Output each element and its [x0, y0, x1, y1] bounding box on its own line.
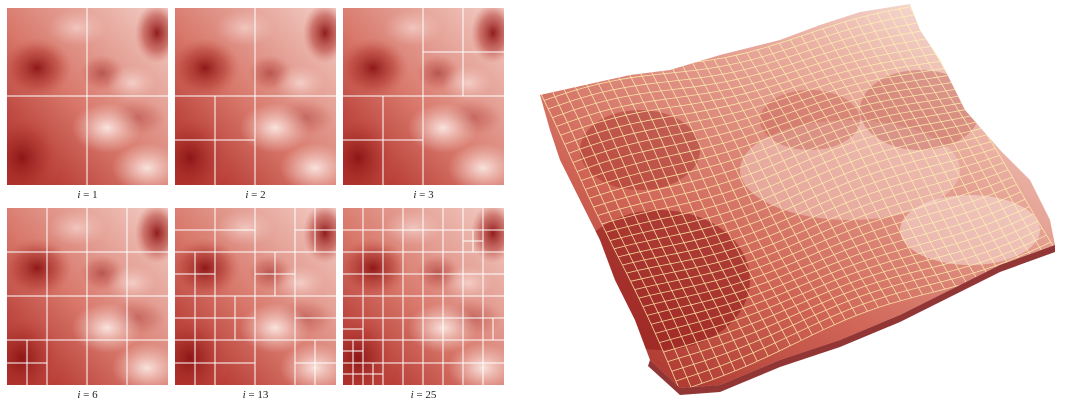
- mesh-line: [655, 206, 1030, 334]
- panel-caption-i25: i = 25: [410, 389, 437, 401]
- mesh-line: [757, 49, 901, 301]
- mesh-line: [844, 21, 990, 277]
- mesh-line: [887, 10, 1034, 260]
- mesh-line: [638, 176, 1013, 299]
- mesh-line: [746, 52, 890, 305]
- panel-caption-i13: i = 13: [242, 389, 269, 401]
- mesh-line: [622, 148, 996, 266]
- mesh-line: [855, 18, 1001, 273]
- mesh-line: [618, 141, 992, 258]
- panel-caption-i2: i = 2: [245, 189, 266, 201]
- quadtree-panel-i25: [343, 208, 504, 385]
- mesh-line: [626, 155, 1000, 274]
- mesh-line: [614, 134, 987, 250]
- terrain-3d-mesh: [540, 4, 1055, 395]
- mesh-line: [671, 234, 1047, 372]
- mesh-line: [667, 227, 1043, 362]
- mesh-line: [634, 169, 1009, 290]
- panel-caption-i1: i = 1: [77, 189, 98, 201]
- heightmap-image: [7, 8, 168, 185]
- mesh-line: [811, 32, 957, 287]
- mesh-line: [642, 184, 1017, 307]
- mesh-line: [659, 213, 1034, 343]
- mesh-line: [735, 55, 879, 308]
- quadtree-grid: [343, 208, 504, 385]
- mesh-line: [779, 42, 923, 296]
- quadtree-panel-i1: [7, 8, 168, 185]
- quadtree-grid: [175, 8, 336, 185]
- mesh-line: [651, 198, 1026, 325]
- panel-caption-i3: i = 3: [413, 189, 434, 201]
- mesh-line: [609, 127, 983, 241]
- quadtree-panel-i6: [7, 208, 168, 385]
- quadtree-grid: [7, 8, 168, 185]
- mesh-line: [675, 241, 1051, 382]
- mesh-line: [800, 35, 946, 290]
- quadtree-panel-i3: [343, 8, 504, 185]
- mesh-line: [789, 39, 935, 293]
- mesh-line: [833, 24, 979, 281]
- mesh-line: [663, 220, 1039, 353]
- heightmap-image: [175, 8, 336, 185]
- mesh-line: [630, 162, 1004, 282]
- quadtree-grid: [175, 208, 336, 385]
- mesh-line: [866, 15, 1012, 269]
- quadtree-grid: [7, 208, 168, 385]
- quadtree-panel-i2: [175, 8, 336, 185]
- mesh-line: [898, 8, 1045, 255]
- mesh-line: [822, 28, 968, 284]
- mesh-line: [768, 46, 912, 298]
- heightmap-image: [343, 8, 504, 185]
- panel-caption-i6: i = 6: [77, 389, 98, 401]
- heightmap-image: [7, 208, 168, 385]
- heightmap-image: [343, 208, 504, 385]
- quadtree-grid: [343, 8, 504, 185]
- heightmap-image: [175, 208, 336, 385]
- quadtree-panel-i13: [175, 208, 336, 385]
- mesh-line: [877, 13, 1023, 265]
- mesh-line: [647, 191, 1022, 316]
